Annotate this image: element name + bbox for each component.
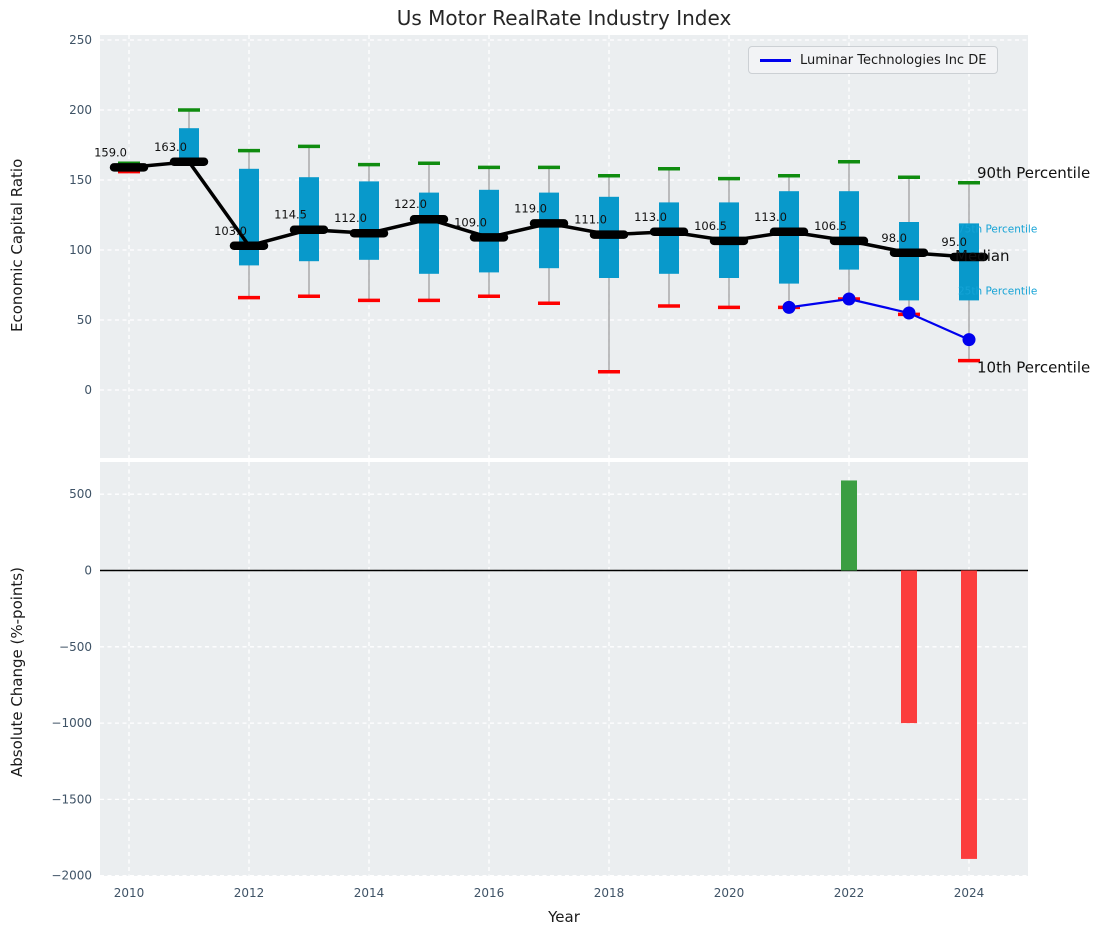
x-tick: 2014	[354, 886, 385, 900]
y-tick-top: 200	[69, 103, 92, 117]
x-tick: 2012	[234, 886, 265, 900]
x-tick: 2020	[714, 886, 745, 900]
iqr-box-2011	[179, 128, 199, 162]
y-tick-top: 0	[84, 383, 92, 397]
median-label-2022: 106.5	[814, 219, 847, 233]
y-tick-bottom: 0	[84, 564, 92, 578]
median-label-2013: 114.5	[274, 208, 307, 222]
annotation-25th-percentile: 25th Percentile	[958, 285, 1037, 297]
x-axis-label: Year	[548, 908, 580, 926]
median-label-2018: 111.0	[574, 213, 607, 227]
y-tick-bottom: −1000	[51, 716, 92, 730]
y-tick-bottom: −500	[59, 640, 92, 654]
y-tick-bottom: −2000	[51, 869, 92, 883]
bottom-axes-background	[100, 462, 1028, 876]
median-label-2021: 113.0	[754, 210, 787, 224]
median-label-2016: 109.0	[454, 215, 487, 229]
company-point-2022	[842, 292, 856, 306]
company-point-2024	[962, 333, 976, 347]
change-bar-2023	[901, 570, 917, 724]
company-point-2021	[782, 300, 796, 314]
iqr-box-2014	[359, 181, 379, 260]
legend-label: Luminar Technologies Inc DE	[800, 52, 987, 68]
y-tick-bottom: 500	[69, 487, 92, 501]
annotation-75th-percentile: 75th Percentile	[958, 223, 1037, 235]
median-label-2011: 163.0	[154, 140, 187, 154]
x-tick: 2022	[834, 886, 865, 900]
iqr-box-2021	[779, 191, 799, 284]
annotation-10th-percentile: 10th Percentile	[977, 359, 1090, 377]
median-label-2015: 122.0	[394, 197, 427, 211]
iqr-box-2016	[479, 189, 499, 273]
y-tick-top: 100	[69, 243, 92, 257]
x-tick: 2010	[114, 886, 145, 900]
company-point-2023	[902, 306, 916, 320]
iqr-box-2023	[899, 222, 919, 301]
y-tick-top: 150	[69, 173, 92, 187]
median-label-2014: 112.0	[334, 211, 367, 225]
y-tick-top: 250	[69, 33, 92, 47]
median-label-2012: 103.0	[214, 224, 247, 238]
median-label-2023: 98.0	[881, 231, 907, 245]
x-tick: 2016	[474, 886, 505, 900]
median-label-2020: 106.5	[694, 219, 727, 233]
y-axis-label-top: Economic Capital Ratio	[8, 158, 26, 332]
iqr-box-2015	[419, 192, 439, 274]
change-bar-2022	[841, 480, 857, 571]
iqr-box-2024	[959, 223, 979, 301]
change-bar-2024	[961, 570, 977, 859]
company-line	[788, 297, 970, 341]
annotation-median: Median	[955, 247, 1010, 265]
iqr-box-2019	[659, 202, 679, 274]
y-axis-label-bottom: Absolute Change (%-points)	[8, 567, 26, 778]
iqr-box-2017	[539, 192, 559, 269]
iqr-box-2013	[299, 177, 319, 262]
median-label-2017: 119.0	[514, 201, 547, 215]
annotation-90th-percentile: 90th Percentile	[977, 164, 1090, 182]
x-tick: 2024	[954, 886, 985, 900]
median-label-2010: 159.0	[94, 145, 127, 159]
iqr-box-2022	[839, 191, 859, 270]
median-label-2019: 113.0	[634, 210, 667, 224]
chart-title: Us Motor RealRate Industry Index	[396, 6, 732, 30]
legend: Luminar Technologies Inc DE	[748, 46, 999, 74]
median-label-2024: 95.0	[941, 235, 967, 249]
legend-line-swatch-icon	[760, 58, 791, 62]
iqr-box-2012	[239, 168, 259, 266]
x-tick: 2018	[594, 886, 625, 900]
y-tick-bottom: −1500	[51, 792, 92, 806]
y-tick-top: 50	[77, 313, 92, 327]
